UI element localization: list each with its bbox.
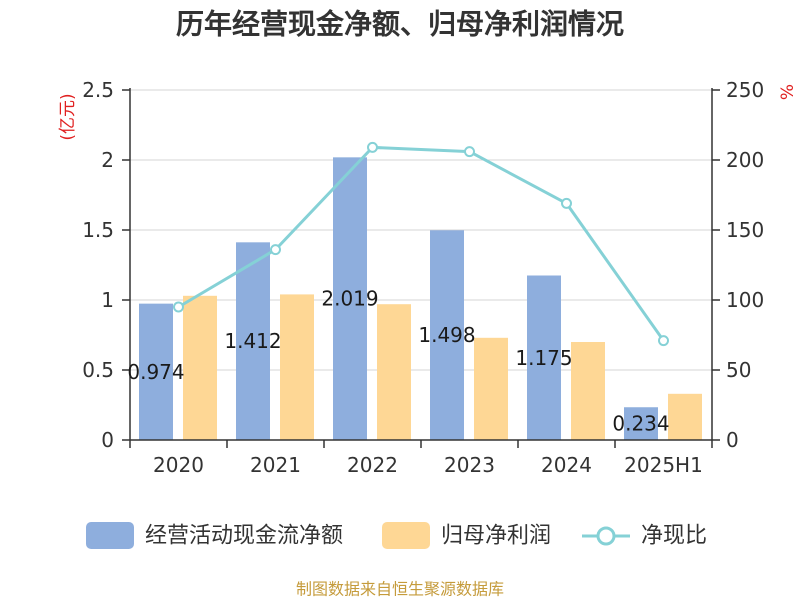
net-cash-ratio-point: [173, 301, 184, 313]
operating-cash-flow-data-label: 1.175: [515, 346, 572, 370]
y-axis-tick-label: 0: [101, 428, 114, 452]
net-cash-ratio-point: [367, 141, 378, 153]
net-cash-ratio-point: [270, 244, 281, 256]
legend-item-net-cash-ratio[interactable]: 净现比: [582, 524, 707, 549]
x-axis-tick-label: 2022: [347, 453, 398, 477]
x-axis-tick-label: 2025H1: [624, 453, 703, 477]
net-profit-bar: [571, 342, 605, 440]
net-profit-bar: [183, 295, 217, 440]
operating-cash-flow-bar: [527, 275, 561, 440]
operating-cash-flow-bar: [139, 303, 173, 440]
legend-item-operating-cash-flow[interactable]: 经营活动现金流净额: [86, 522, 343, 549]
y2-axis-tick-label: 150: [726, 218, 764, 242]
bars: [139, 157, 702, 440]
net-cash-ratio-series: [173, 141, 669, 347]
legend-swatch-net-profit: [382, 522, 430, 549]
operating-cash-flow-bar: [624, 407, 658, 440]
net-cash-ratio-line: [177, 145, 665, 342]
operating-cash-flow-bar: [333, 157, 367, 440]
y-axis-tick-label: 2: [101, 148, 114, 172]
operating-cash-flow-data-label: 0.974: [127, 360, 184, 384]
legend-label-net-cash-ratio: 净现比: [641, 524, 707, 549]
net-cash-ratio-point: [561, 197, 572, 209]
x-axis-tick-label: 2023: [444, 453, 495, 477]
net-profit-bar: [668, 393, 702, 440]
y-axis-label: (亿元): [58, 93, 78, 140]
source-note: 制图数据来自恒生聚源数据库: [296, 580, 504, 599]
operating-cash-flow-data-label: 2.019: [321, 287, 378, 311]
operating-cash-flow-data-label: 1.498: [418, 323, 475, 347]
legend-label-operating-cash-flow: 经营活动现金流净额: [145, 524, 343, 549]
operating-cash-flow-bar: [430, 230, 464, 440]
gridlines: [130, 89, 712, 371]
y2-axis-tick-label: 100: [726, 288, 764, 312]
y2-axis-label: %: [778, 84, 798, 100]
net-profit-bar: [280, 294, 314, 440]
legend-item-net-profit[interactable]: 归母净利润: [382, 522, 551, 549]
y-axis-tick-label: 2.5: [82, 78, 114, 102]
net-profit-bar: [377, 304, 411, 440]
axes: 0 0.5 1 1.5 2 2.5 0 50 100 150 200 250 2020 2021 2022 2…: [82, 78, 764, 477]
x-axis-tick-label: 2020: [153, 453, 204, 477]
y-axis-tick-label: 1: [101, 288, 114, 312]
net-cash-ratio-point: [464, 146, 475, 158]
legend-swatch-operating-cash-flow: [86, 522, 134, 549]
chart-title: 历年经营现金净额、归母净利润情况: [176, 8, 624, 41]
legend-marker-net-cash-ratio: [596, 526, 616, 546]
legend-label-net-profit: 归母净利润: [441, 524, 551, 549]
y2-axis-tick-label: 50: [726, 358, 751, 382]
y-axis-tick-label: 0.5: [82, 358, 114, 382]
y-axis-tick-label: 1.5: [82, 218, 114, 242]
x-axis-tick-label: 2021: [250, 453, 301, 477]
y2-axis-tick-label: 0: [726, 428, 739, 452]
net-cash-ratio-point: [658, 335, 669, 347]
net-profit-bar: [474, 337, 508, 440]
legend: 经营活动现金流净额 归母净利润 净现比: [86, 522, 707, 549]
x-axis-tick-label: 2024: [541, 453, 592, 477]
y2-axis-tick-label: 200: [726, 148, 764, 172]
operating-cash-flow-bar: [236, 242, 270, 440]
y2-axis-tick-label: 250: [726, 78, 764, 102]
data-labels: 0.974 1.412 2.019 1.498 1.175 0.234: [127, 287, 669, 436]
operating-cash-flow-data-label: 1.412: [224, 329, 281, 353]
operating-cash-flow-data-label: 0.234: [612, 412, 669, 436]
